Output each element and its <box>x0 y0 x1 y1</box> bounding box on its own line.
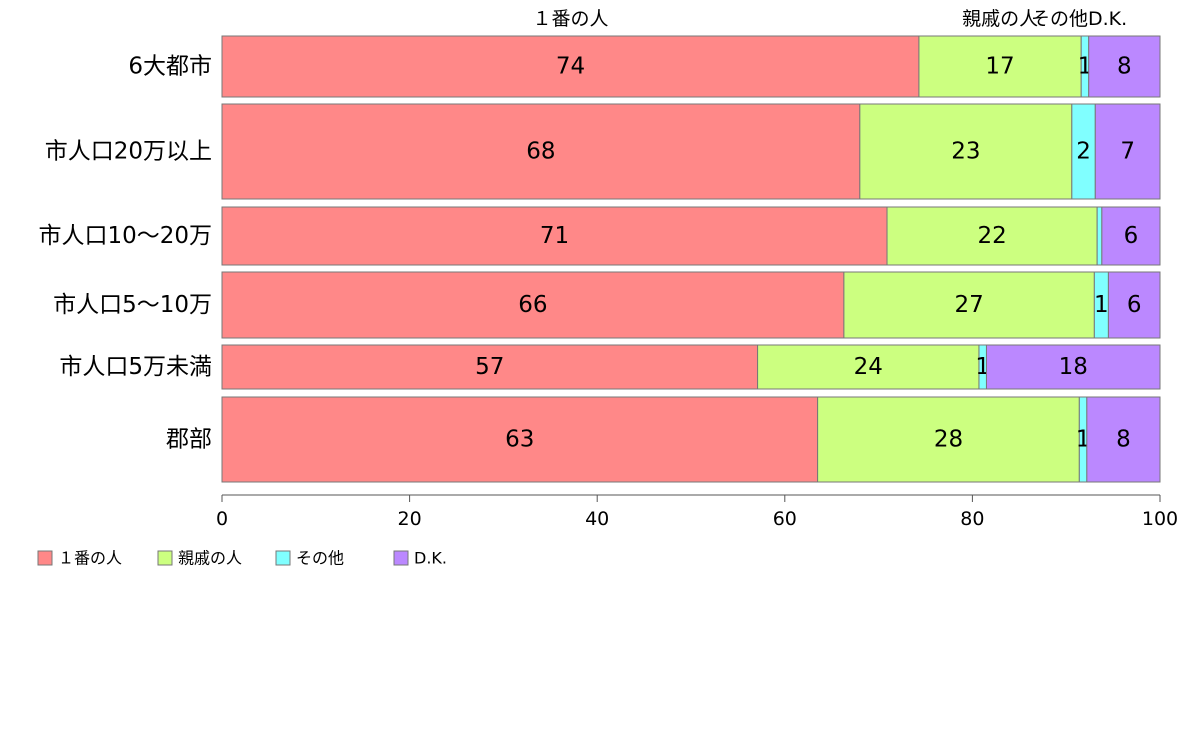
bar-segment <box>757 344 980 390</box>
bar-segment <box>1101 206 1161 266</box>
bar-segment <box>221 35 920 98</box>
data-label: 8 <box>1117 54 1132 80</box>
x-tick-label: 0 <box>216 508 228 530</box>
data-label: 57 <box>475 354 504 380</box>
legend-label: 親戚の人 <box>178 549 242 568</box>
data-label: 24 <box>854 354 883 380</box>
data-label: 7 <box>1120 139 1135 165</box>
column-header: １番の人 <box>532 8 608 30</box>
bar-segment <box>843 271 1095 339</box>
column-header: D.K. <box>1088 8 1127 30</box>
legend-swatch <box>393 550 409 566</box>
legend-label: １番の人 <box>58 549 122 568</box>
x-tick-label: 20 <box>398 508 422 530</box>
bar-segment <box>221 103 861 200</box>
bar-segment <box>1088 35 1161 98</box>
legend: １番の人 親戚の人 その他 D.K. <box>37 549 447 568</box>
bar-segment <box>918 35 1082 98</box>
data-label: 6 <box>1127 292 1142 318</box>
bar-segment <box>221 206 888 266</box>
bar-segment <box>221 271 845 339</box>
x-tick-label: 60 <box>773 508 797 530</box>
data-label: 2 <box>1076 139 1091 165</box>
legend-swatch <box>157 550 173 566</box>
bar-segment <box>859 103 1073 200</box>
data-label: 6 <box>1124 223 1139 249</box>
bar-segment <box>221 344 759 390</box>
bar-segment <box>886 206 1098 266</box>
bar-segment <box>1107 271 1161 339</box>
column-header: その他 <box>1031 8 1088 30</box>
category-label: 6大都市 <box>128 54 212 80</box>
column-header: 親戚の人 <box>962 8 1038 30</box>
category-label: 市人口10～20万 <box>38 223 212 249</box>
legend-swatch <box>275 550 291 566</box>
category-label: 郡部 <box>166 427 212 453</box>
data-label: 17 <box>985 54 1014 80</box>
data-label: 63 <box>505 427 534 453</box>
x-tick-label: 80 <box>960 508 984 530</box>
legend-label: その他 <box>296 549 344 568</box>
x-tick-label: 40 <box>585 508 609 530</box>
data-label: 1 <box>1094 292 1109 318</box>
data-label: 66 <box>518 292 547 318</box>
bar-segment <box>1094 103 1161 200</box>
bar-segment <box>817 396 1080 483</box>
x-tick-label: 100 <box>1142 508 1178 530</box>
data-label: 8 <box>1116 427 1131 453</box>
x-axis: 0 20 40 60 80 100 <box>216 494 1178 530</box>
data-label: 27 <box>954 292 983 318</box>
data-label: 23 <box>951 139 980 165</box>
category-label: 市人口20万以上 <box>45 139 212 165</box>
data-label: 22 <box>977 223 1006 249</box>
bar-segment <box>221 396 819 483</box>
data-label: 28 <box>934 427 963 453</box>
legend-label: D.K. <box>414 549 447 568</box>
data-label: 71 <box>540 223 569 249</box>
data-label: 74 <box>556 54 585 80</box>
category-label: 市人口5～10万 <box>53 292 212 318</box>
category-label: 市人口5万未満 <box>59 354 212 380</box>
data-label: 18 <box>1059 354 1088 380</box>
data-label: 68 <box>526 139 555 165</box>
bar-segment <box>1096 206 1103 266</box>
legend-swatch <box>37 550 53 566</box>
bar-segment <box>985 344 1161 390</box>
bar-segment <box>1086 396 1161 483</box>
